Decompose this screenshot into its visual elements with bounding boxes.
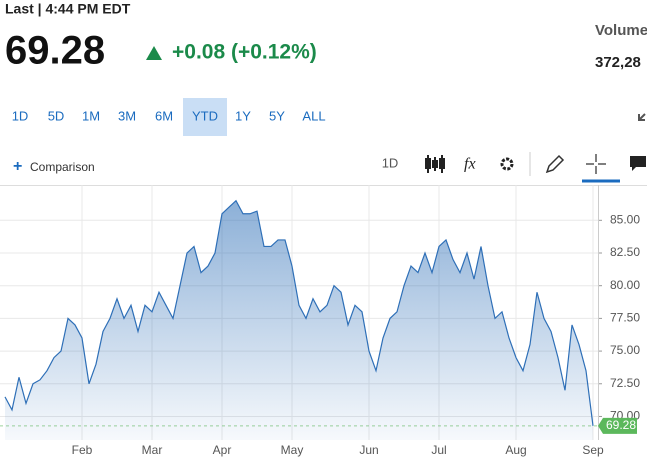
price-line xyxy=(4,199,594,426)
x-tick-label: Apr xyxy=(213,443,232,457)
range-button[interactable]: 5D xyxy=(48,108,65,123)
x-tick-label: Sep xyxy=(582,443,604,457)
candle-icon[interactable] xyxy=(425,155,445,173)
last-price-label: 69.28 xyxy=(606,418,636,432)
range-button[interactable]: 1M xyxy=(82,108,100,123)
change: +0.08 (+0.12%) xyxy=(172,41,317,64)
range-button[interactable]: YTD xyxy=(192,108,218,123)
crosshair-icon[interactable] xyxy=(586,154,606,174)
range-button[interactable]: 3M xyxy=(118,108,136,123)
comment-icon[interactable] xyxy=(630,156,646,171)
x-tick-label: Feb xyxy=(72,443,93,457)
y-tick-label: 80.00 xyxy=(610,278,640,292)
draw-icon[interactable] xyxy=(545,154,565,174)
interval-button[interactable]: 1D xyxy=(382,155,399,170)
x-tick-label: Mar xyxy=(142,443,163,457)
y-tick-label: 82.50 xyxy=(610,245,640,259)
volume-label: Volume xyxy=(595,22,647,39)
y-tick-label: 77.50 xyxy=(610,311,640,325)
y-tick-label: 75.00 xyxy=(610,343,640,357)
area xyxy=(5,200,593,440)
x-tick-label: Aug xyxy=(505,443,526,457)
plus-icon[interactable]: + xyxy=(13,158,22,175)
expand-icon[interactable] xyxy=(638,113,646,121)
x-tick-label: Jul xyxy=(431,443,446,457)
range-button[interactable]: ALL xyxy=(302,108,325,123)
price: 69.28 xyxy=(5,29,105,73)
comparison-button[interactable]: Comparison xyxy=(30,160,95,174)
range-button[interactable]: 5Y xyxy=(269,108,285,123)
range-selected xyxy=(183,98,227,136)
y-tick-label: 72.50 xyxy=(610,376,640,390)
range-bar: 1D 5D 1M 3M 6M YTD 1Y 5Y ALL xyxy=(12,98,326,136)
settings-icon[interactable] xyxy=(500,157,514,171)
up-arrow xyxy=(146,46,162,60)
volume: 372,28 xyxy=(595,54,641,71)
y-tick-label: 85.00 xyxy=(610,212,640,226)
range-button[interactable]: 1D xyxy=(12,108,29,123)
time-label: Last | 4:44 PM EDT xyxy=(5,1,131,17)
x-tick-label: Jun xyxy=(359,443,378,457)
range-button[interactable]: 1Y xyxy=(235,108,251,123)
indicator-button[interactable]: fx xyxy=(464,156,476,173)
x-tick-label: May xyxy=(281,443,304,457)
last-price-tag xyxy=(598,417,637,434)
range-button[interactable]: 6M xyxy=(155,108,173,123)
